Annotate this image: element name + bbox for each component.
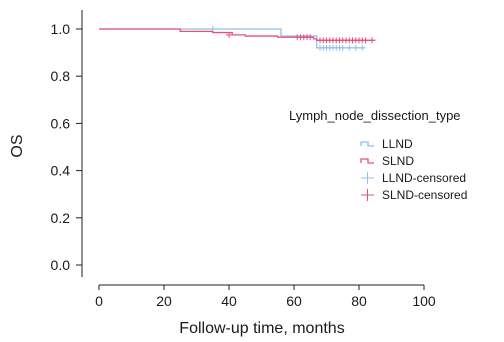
slnd-survival-line (99, 28, 376, 41)
y-tick-label: 1.0 (51, 21, 71, 37)
x-tick-label: 20 (156, 293, 172, 309)
legend-title: Lymph_node_dissection_type (289, 108, 461, 123)
legend-entries: LLND SLND LLND-censored SLND-censored (360, 137, 467, 202)
x-tick-label: 100 (412, 293, 436, 309)
legend-llnd-swatch (360, 141, 374, 147)
y-tick-label: 0.4 (51, 163, 71, 179)
llnd-survival-line (99, 28, 366, 49)
y-tick-label: 0.0 (51, 257, 71, 273)
slnd-censor-mark (307, 34, 314, 41)
legend-slnd-censored-marker (361, 189, 374, 201)
llnd-censor-mark (352, 44, 359, 51)
legend-label: LLND (382, 137, 413, 151)
x-ticks: 0 20 40 60 80 100 (95, 285, 436, 309)
legend-label: SLND (382, 154, 414, 168)
x-tick-label: 60 (286, 293, 302, 309)
slnd-censor-mark (369, 37, 375, 44)
slnd-censor-mark (226, 31, 232, 38)
llnd-censor-mark (346, 44, 353, 51)
y-tick-label: 0.6 (51, 115, 71, 131)
legend-llnd-censored-marker (361, 172, 374, 184)
axes: 0.0 0.2 0.4 0.6 0.8 1.0 0 20 40 60 80 100 (51, 10, 436, 309)
series-layer (99, 26, 376, 51)
slnd-censor-mark (362, 37, 369, 44)
x-tick-label: 40 (221, 293, 237, 309)
y-ticks: 0.0 0.2 0.4 0.6 0.8 1.0 (51, 21, 82, 273)
llnd-censor-mark (339, 44, 346, 51)
legend-slnd-swatch (360, 158, 374, 164)
x-tick-label: 80 (351, 293, 367, 309)
y-axis-title: OS (9, 134, 26, 157)
y-tick-label: 0.8 (51, 68, 71, 84)
x-tick-label: 0 (95, 293, 103, 309)
llnd-censor-mark (359, 44, 366, 51)
legend-label: LLND-censored (382, 171, 466, 185)
legend: Lymph_node_dissection_type LLND SLND LLND-… (289, 108, 467, 202)
x-axis-title: Follow-up time, months (179, 320, 344, 337)
legend-label: SLND-censored (382, 188, 467, 202)
y-tick-label: 0.2 (51, 210, 71, 226)
